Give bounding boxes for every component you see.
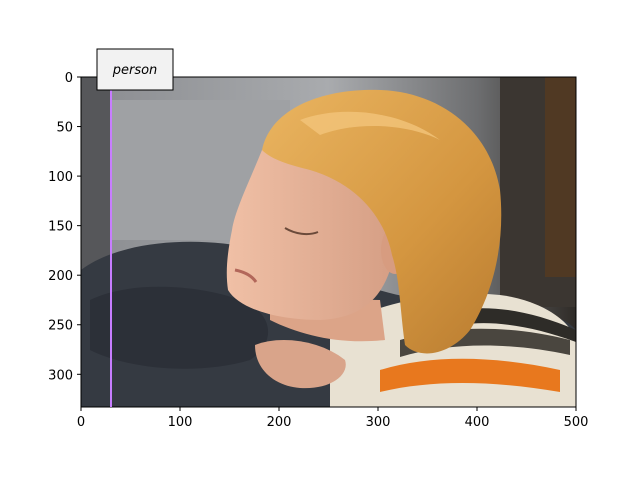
x-tick-label: 400 [465,415,490,430]
y-axis: 0 50 100 150 200 250 300 [48,71,81,383]
y-tick-label: 50 [56,121,73,136]
y-tick-label: 200 [48,269,73,284]
closed-eye [284,227,319,236]
x-axis: 0 100 200 300 400 500 [77,407,589,430]
left-shadow [81,77,111,277]
x-tick-label: 300 [366,415,391,430]
hair-highlight [300,111,440,140]
x-tick-label: 100 [168,415,193,430]
annotation-box [96,48,174,91]
dark-stripe-2 [460,308,576,342]
annotation-text: person [112,63,158,78]
axes-frame [80,76,577,408]
photo [81,77,576,407]
annotation-label: person [96,48,174,91]
hair [262,89,502,354]
x-tick-label: 200 [267,415,292,430]
lips [234,268,258,283]
y-tick-label: 100 [48,170,73,185]
y-tick-label: 250 [48,319,73,334]
sleeve [90,286,269,369]
y-tick-label: 0 [65,71,73,86]
hand [255,340,346,389]
x-tick-label: 0 [77,415,85,430]
wooden-furniture [545,77,576,277]
y-tick-label: 150 [48,220,73,235]
y-tick-label: 300 [48,368,73,383]
x-tick-label: 500 [564,415,589,430]
orange-stripe [380,358,560,392]
